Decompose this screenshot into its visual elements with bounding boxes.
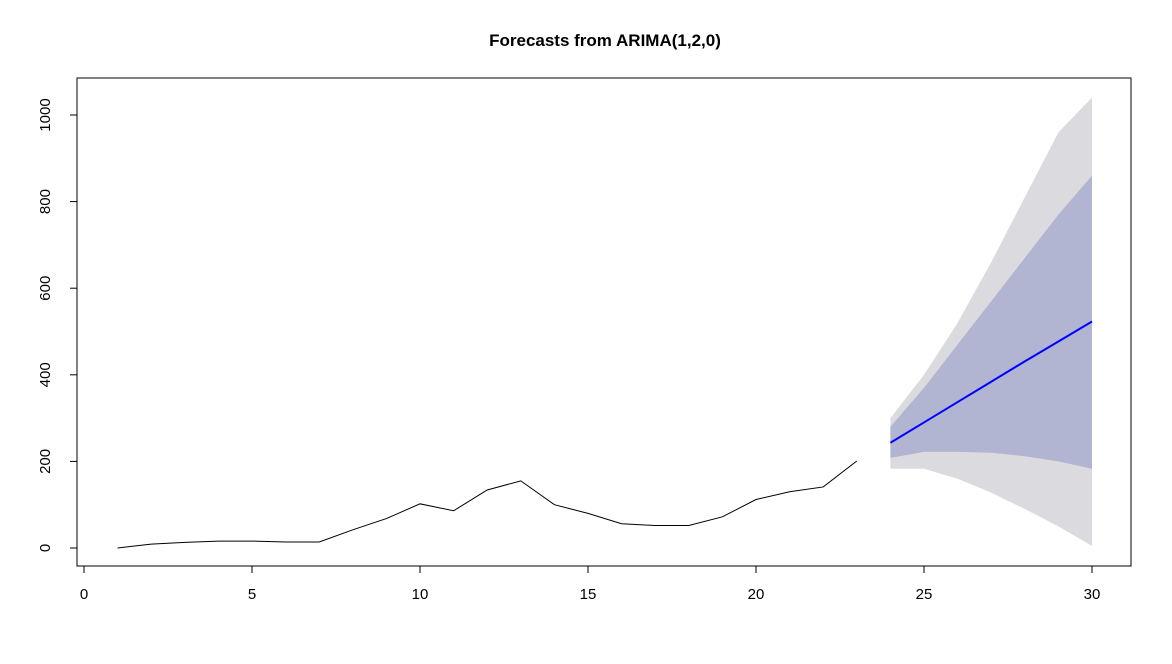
y-tick-label: 200 xyxy=(37,449,54,474)
prediction-interval-bands xyxy=(890,97,1092,546)
y-tick-label: 600 xyxy=(37,276,54,301)
x-tick-label: 20 xyxy=(748,586,765,603)
forecast-line xyxy=(889,320,1093,444)
chart-title: Forecasts from ARIMA(1,2,0) xyxy=(489,31,721,50)
x-tick-label: 30 xyxy=(1084,586,1101,603)
x-tick-label: 0 xyxy=(80,586,88,603)
x-tick-label: 15 xyxy=(580,586,597,603)
inner-interval-band xyxy=(890,175,1092,469)
y-tick-label: 0 xyxy=(37,544,54,552)
series-lines xyxy=(117,320,1093,549)
observed-line xyxy=(117,460,858,549)
x-axis: 0 5 10 15 20 25 30 xyxy=(80,565,1101,603)
y-tick-label: 1000 xyxy=(37,98,54,131)
x-tick-label: 5 xyxy=(248,586,256,603)
y-axis: 0 200 400 600 800 1000 xyxy=(37,98,78,552)
x-tick-label: 25 xyxy=(916,586,933,603)
x-tick-label: 10 xyxy=(412,586,429,603)
y-tick-label: 400 xyxy=(37,362,54,387)
y-tick-label: 800 xyxy=(37,189,54,214)
